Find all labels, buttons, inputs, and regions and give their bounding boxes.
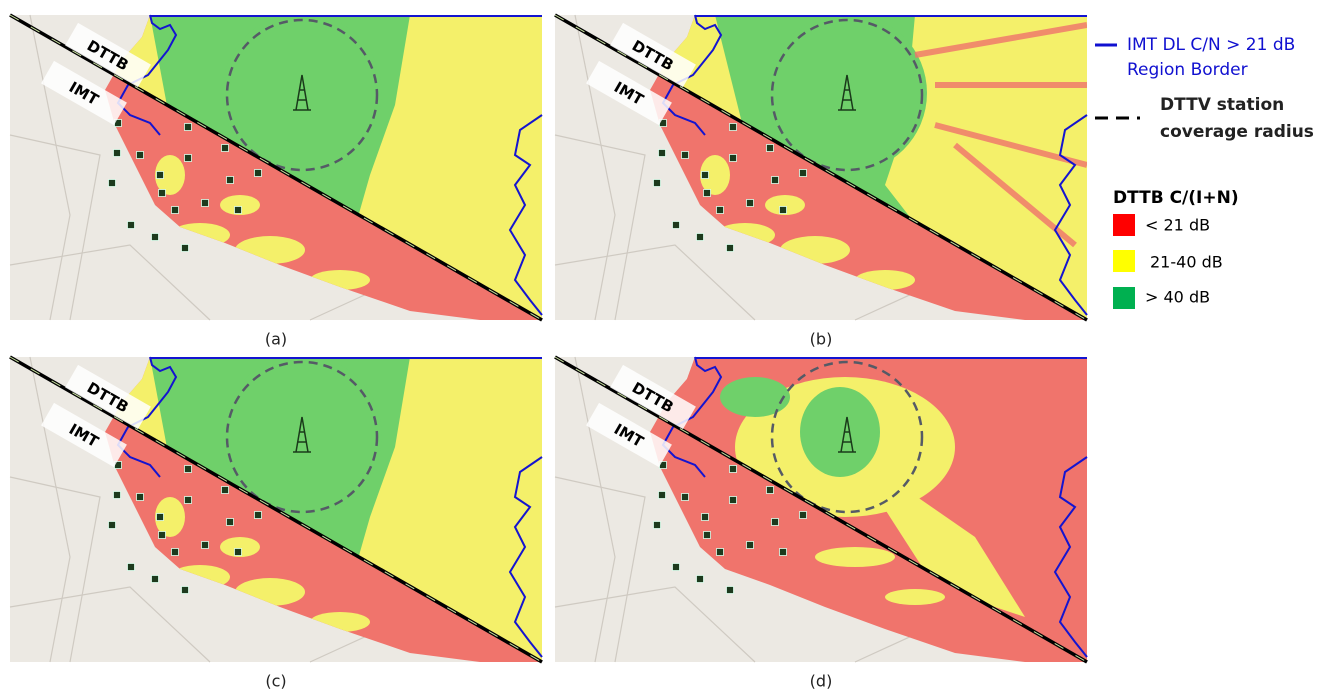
- site-marker: [128, 564, 135, 571]
- site-marker: [255, 170, 262, 177]
- legend-text: Region Border: [1127, 60, 1248, 80]
- legend-item: 21-40 dB: [1150, 253, 1223, 272]
- site-marker: [137, 152, 144, 159]
- site-marker: [152, 576, 159, 583]
- site-marker: [172, 549, 179, 556]
- legend-text: coverage radius: [1160, 122, 1314, 142]
- site-marker: [702, 514, 709, 521]
- site-marker: [109, 522, 116, 529]
- patch: [815, 547, 895, 567]
- panel-caption: (d): [810, 672, 833, 691]
- site-marker: [673, 564, 680, 571]
- site-marker: [800, 170, 807, 177]
- panel-caption: (a): [265, 330, 287, 349]
- site-marker: [772, 177, 779, 184]
- site-marker: [182, 587, 189, 594]
- site-marker: [697, 576, 704, 583]
- site-marker: [157, 514, 164, 521]
- green-zone: [800, 387, 880, 477]
- site-marker: [109, 180, 116, 187]
- panel-caption: (c): [265, 672, 286, 691]
- site-marker: [800, 512, 807, 519]
- site-marker: [114, 492, 121, 499]
- site-marker: [717, 549, 724, 556]
- site-marker: [654, 522, 661, 529]
- site-marker: [222, 145, 229, 152]
- swatch: [1113, 287, 1135, 309]
- site-marker: [772, 519, 779, 526]
- figure: IMT DL C/N > 21 dB Region Border DTTV st…: [0, 0, 1336, 693]
- site-marker: [730, 124, 737, 131]
- site-marker: [185, 124, 192, 131]
- site-marker: [137, 494, 144, 501]
- site-marker: [697, 234, 704, 241]
- site-marker: [202, 200, 209, 207]
- legend-title: DTTB C/(I+N): [1113, 188, 1239, 208]
- swatch: [1113, 214, 1135, 236]
- site-marker: [185, 466, 192, 473]
- site-marker: [704, 190, 711, 197]
- patch: [885, 589, 945, 605]
- site-marker: [767, 487, 774, 494]
- legend: IMT DL C/N > 21 dB Region Border DTTV st…: [1095, 35, 1314, 309]
- site-marker: [654, 180, 661, 187]
- site-marker: [727, 587, 734, 594]
- site-marker: [747, 200, 754, 207]
- legend-text: IMT DL C/N > 21 dB: [1127, 35, 1295, 55]
- site-marker: [682, 494, 689, 501]
- site-marker: [114, 150, 121, 157]
- site-marker: [780, 207, 787, 214]
- site-marker: [702, 172, 709, 179]
- site-marker: [128, 222, 135, 229]
- site-marker: [730, 466, 737, 473]
- legend-item: < 21 dB: [1145, 216, 1210, 235]
- site-marker: [172, 207, 179, 214]
- site-marker: [227, 519, 234, 526]
- site-marker: [704, 532, 711, 539]
- site-marker: [185, 155, 192, 162]
- site-marker: [730, 497, 737, 504]
- site-marker: [222, 487, 229, 494]
- site-marker: [730, 155, 737, 162]
- site-marker: [159, 190, 166, 197]
- site-marker: [255, 512, 262, 519]
- site-marker: [202, 542, 209, 549]
- legend-item: > 40 dB: [1145, 288, 1210, 307]
- site-marker: [659, 492, 666, 499]
- site-marker: [182, 245, 189, 252]
- site-marker: [717, 207, 724, 214]
- site-marker: [747, 542, 754, 549]
- site-marker: [157, 172, 164, 179]
- site-marker: [227, 177, 234, 184]
- site-marker: [185, 497, 192, 504]
- site-marker: [682, 152, 689, 159]
- green-zone: [720, 377, 790, 417]
- legend-text: DTTV station: [1160, 95, 1284, 115]
- swatch: [1113, 250, 1135, 272]
- site-marker: [659, 150, 666, 157]
- site-marker: [235, 549, 242, 556]
- site-marker: [235, 207, 242, 214]
- panel-caption: (b): [810, 330, 833, 349]
- site-marker: [767, 145, 774, 152]
- site-marker: [673, 222, 680, 229]
- site-marker: [152, 234, 159, 241]
- site-marker: [780, 549, 787, 556]
- site-marker: [727, 245, 734, 252]
- site-marker: [159, 532, 166, 539]
